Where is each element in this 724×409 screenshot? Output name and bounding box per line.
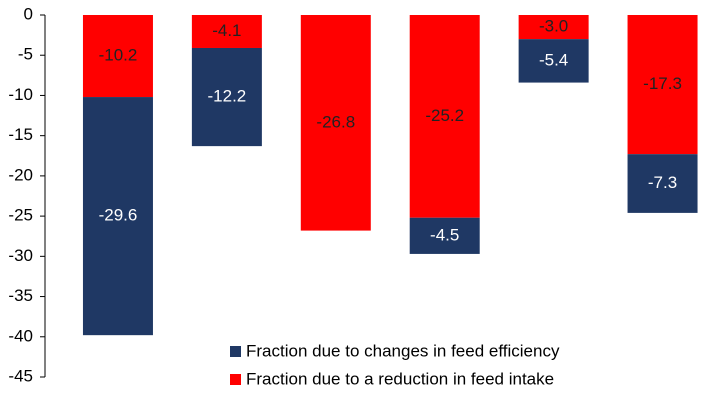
value-label: -17.3 — [643, 74, 682, 93]
bar-segment — [518, 39, 589, 83]
bar-segment — [409, 217, 480, 254]
bar-segment — [300, 15, 371, 231]
legend-swatch — [230, 374, 241, 385]
bar-segment — [518, 15, 589, 40]
y-tick-label: 0 — [24, 4, 33, 23]
value-label: -7.3 — [648, 173, 677, 192]
value-label: -3.0 — [539, 17, 568, 36]
y-tick-label: -45 — [8, 366, 33, 385]
y-tick-label: -10 — [8, 85, 33, 104]
bar-segment — [191, 15, 262, 48]
value-label: -29.6 — [99, 206, 138, 225]
bar-segment — [627, 154, 698, 213]
value-label: -25.2 — [425, 106, 464, 125]
legend-label: Fraction due to changes in feed efficien… — [246, 341, 560, 360]
value-label: -4.1 — [212, 21, 241, 40]
bar-segment — [409, 15, 480, 218]
y-tick-label: -25 — [8, 206, 33, 225]
bar-segment — [82, 97, 153, 336]
legend-swatch — [230, 346, 241, 357]
value-label: -5.4 — [539, 50, 568, 69]
bar-segment — [82, 15, 153, 98]
legend-label: Fraction due to a reduction in feed inta… — [246, 369, 554, 388]
value-label: -4.5 — [430, 225, 459, 244]
value-label: -12.2 — [208, 87, 247, 106]
y-tick-label: -20 — [8, 165, 33, 184]
bar-segment — [191, 47, 262, 147]
y-tick-label: -35 — [8, 286, 33, 305]
bar-segment — [627, 15, 698, 155]
y-tick-label: -5 — [18, 45, 33, 64]
value-label: -10.2 — [99, 46, 138, 65]
y-tick-label: -30 — [8, 246, 33, 265]
value-label: -26.8 — [316, 112, 355, 131]
y-tick-label: -40 — [8, 326, 33, 345]
y-tick-label: -15 — [8, 125, 33, 144]
